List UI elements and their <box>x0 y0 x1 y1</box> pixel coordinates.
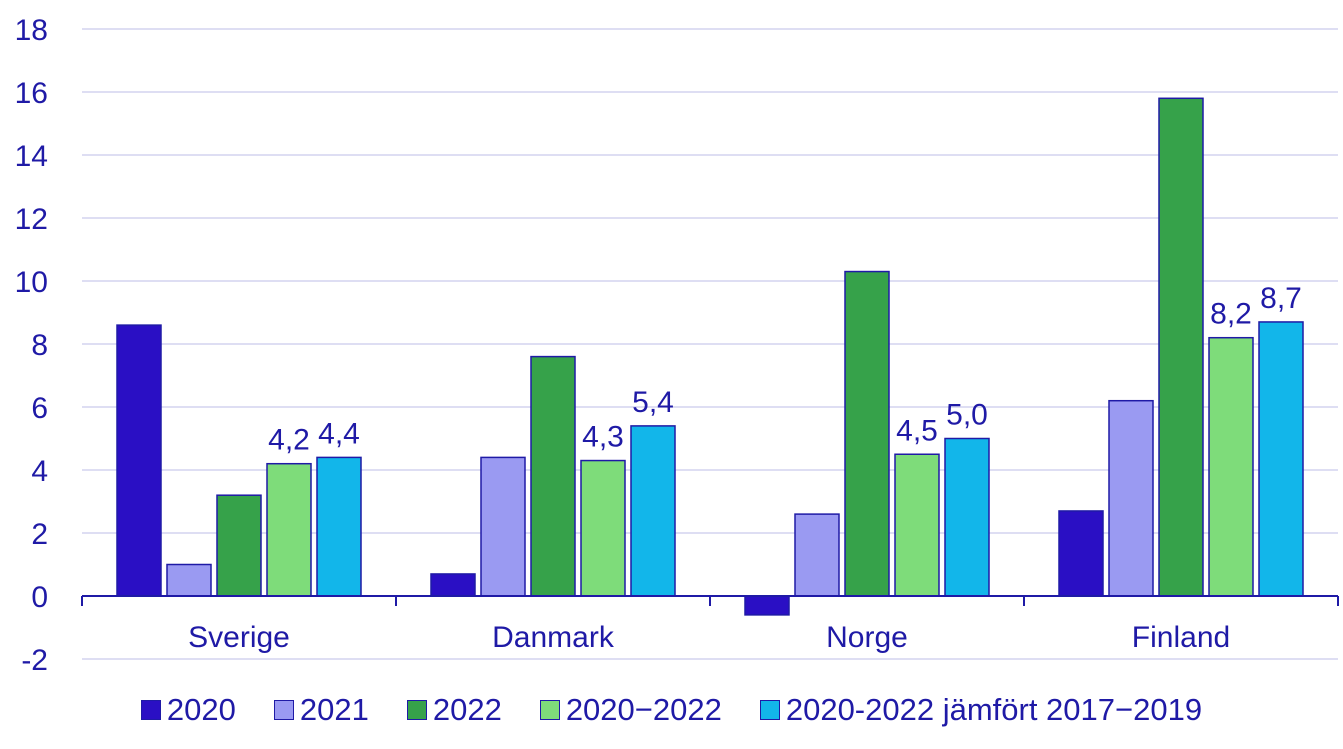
bar <box>1258 321 1304 597</box>
data-label: 8,7 <box>1260 282 1302 315</box>
bar <box>316 456 362 597</box>
bar <box>1158 97 1204 597</box>
bar <box>744 595 790 616</box>
data-label: 4,4 <box>318 417 360 450</box>
data-label: 5,0 <box>946 399 988 432</box>
legend-item: 2020 <box>140 692 236 728</box>
y-tick-label: 18 <box>15 14 48 47</box>
legend-label: 2020−2022 <box>565 692 722 727</box>
legend-label: 2020-2022 jämfört 2017−2019 <box>785 692 1203 727</box>
legend-item: 2020-2022 jämfört 2017−2019 <box>759 692 1203 728</box>
legend-swatch <box>539 700 560 720</box>
bar <box>166 563 212 597</box>
bar <box>1108 399 1154 597</box>
y-tick-label: -2 <box>21 644 48 677</box>
legend-swatch <box>140 700 161 720</box>
data-label: 4,2 <box>268 424 310 457</box>
bar <box>266 462 312 597</box>
legend-swatch <box>406 700 427 720</box>
y-tick-label: 16 <box>15 77 48 110</box>
bar <box>580 459 626 597</box>
x-category-label: Sverige <box>188 621 290 654</box>
legend-item: 2021 <box>273 692 369 728</box>
bar <box>480 456 526 597</box>
bar <box>530 355 576 597</box>
x-axis-categories: Sverige Danmark Norge Finland <box>188 621 1230 654</box>
y-tick-label: 14 <box>15 140 48 173</box>
data-label: 4,5 <box>896 414 938 447</box>
bar <box>1058 510 1104 597</box>
x-category-label: Norge <box>826 621 908 654</box>
y-tick-label: 12 <box>15 203 48 236</box>
y-tick-label: 8 <box>31 329 48 362</box>
y-tick-label: 4 <box>31 455 48 488</box>
bar <box>216 494 262 597</box>
x-category-label: Danmark <box>492 621 615 654</box>
data-labels: 4,2 4,4 4,35,4 4,5 5,0 8,2 8,7 <box>268 282 1302 457</box>
data-label: 8,2 <box>1210 298 1252 331</box>
legend-swatch <box>273 700 294 720</box>
data-label: 5,4 <box>632 386 674 419</box>
x-category-label: Finland <box>1132 621 1230 654</box>
y-tick-label: 0 <box>31 581 48 614</box>
y-tick-label: 2 <box>31 518 48 551</box>
bar <box>430 573 476 597</box>
y-axis-ticks: 18 16 14 12 10 8 6 4 2 0 -2 <box>15 14 48 677</box>
legend-item: 2022 <box>406 692 502 728</box>
bar <box>944 437 990 597</box>
legend-label: 2021 <box>299 692 369 727</box>
legend: 2020 2021 2022 2020−2022 2020-2022 jämfört 2… <box>0 680 1343 740</box>
legend-item: 2020−2022 <box>539 692 722 728</box>
bar <box>894 453 940 597</box>
grid-lines <box>82 28 1338 660</box>
bar-chart: 18 16 14 12 10 8 6 4 2 0 -2 4,2 4,4 4,35,4 4,5 5,0 8,2 8… <box>15 14 1339 677</box>
bar <box>794 513 840 597</box>
bar <box>844 270 890 597</box>
legend-label: 2022 <box>432 692 502 727</box>
bar <box>116 324 162 597</box>
legend-swatch <box>759 700 780 720</box>
bar <box>630 425 676 597</box>
bar <box>1208 336 1254 597</box>
x-axis <box>81 595 1339 606</box>
y-tick-label: 10 <box>15 266 48 299</box>
legend-label: 2020 <box>166 692 236 727</box>
data-label: 4,3 <box>582 421 624 454</box>
bars <box>116 97 1304 616</box>
y-tick-label: 6 <box>31 392 48 425</box>
